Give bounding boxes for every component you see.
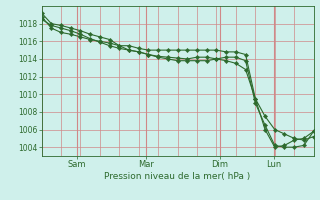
X-axis label: Pression niveau de la mer( hPa ): Pression niveau de la mer( hPa ) xyxy=(104,172,251,181)
